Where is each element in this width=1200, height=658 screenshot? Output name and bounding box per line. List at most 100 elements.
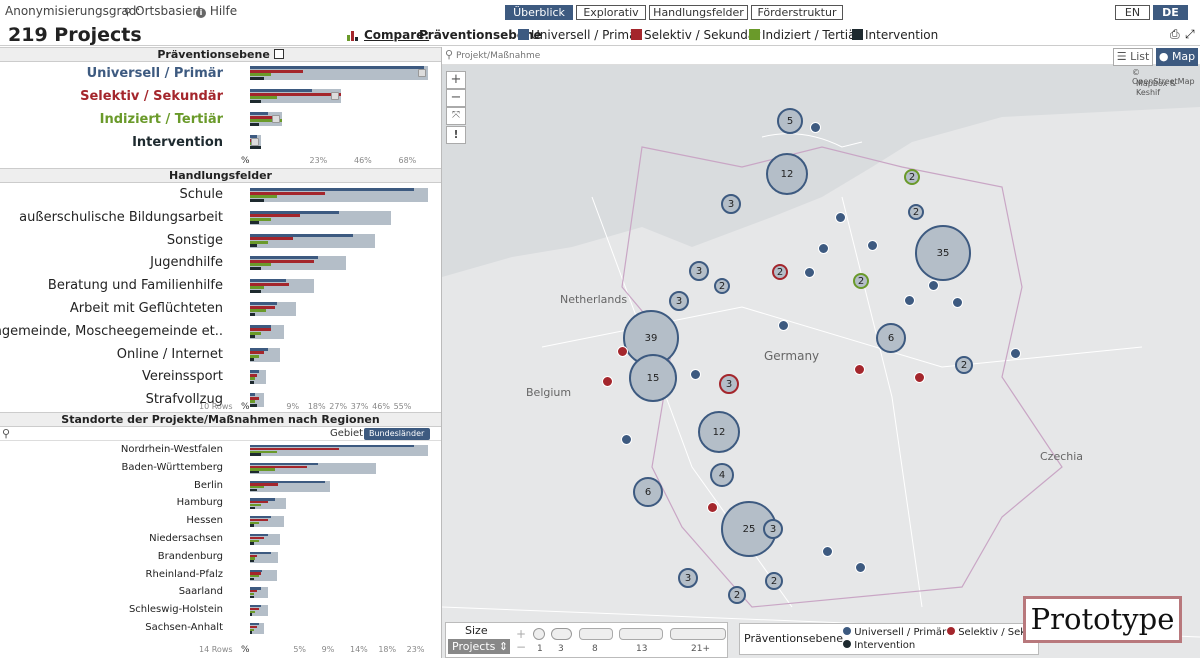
map-marker[interactable] — [690, 369, 701, 380]
standorte-bar-total[interactable] — [250, 516, 284, 528]
standorte-row-label[interactable]: Baden-Württemberg — [121, 461, 223, 473]
size-minus-icon[interactable]: − — [516, 640, 527, 654]
map-cluster[interactable]: 2 — [772, 264, 788, 280]
map-legend-selektiv[interactable]: Selektiv / Sekundär — [947, 627, 1038, 638]
gebiet-select[interactable]: Bundesländer ⇕ — [364, 428, 430, 450]
map-cluster[interactable]: 15 — [629, 354, 677, 402]
zoom-out-button[interactable]: − — [446, 89, 466, 107]
map-cluster[interactable]: 2 — [908, 204, 924, 220]
zoom-in-button[interactable]: + — [446, 71, 466, 89]
map-legend-intervention[interactable]: Intervention — [843, 640, 915, 651]
print-icon[interactable]: ⎙ — [1170, 27, 1180, 41]
map-cluster[interactable]: 35 — [915, 225, 971, 281]
map-cluster[interactable]: 2 — [728, 586, 746, 604]
handlungsfelder-row-label[interactable]: Vereinssport — [142, 369, 223, 385]
standorte-bar-total[interactable] — [250, 534, 281, 545]
standorte-row-label[interactable]: Hessen — [186, 515, 223, 527]
praeventionsebene-row-label[interactable]: Universell / Primär — [86, 66, 223, 81]
map-marker[interactable] — [621, 434, 632, 445]
map-marker[interactable] — [835, 212, 846, 223]
standorte-bar-total[interactable] — [250, 623, 265, 634]
legend-indiziert[interactable]: Indiziert / Tertiär — [749, 28, 860, 42]
map-marker[interactable] — [804, 267, 815, 278]
map-cluster[interactable]: 2 — [955, 356, 973, 374]
map-alert-button[interactable]: ! — [446, 126, 466, 144]
handlungsfelder-row-label[interactable]: Kirchengemeinde, Moscheegemeinde et.. — [0, 323, 223, 339]
standorte-row-label[interactable]: Berlin — [193, 479, 223, 491]
list-view-button[interactable]: ☰ List — [1113, 48, 1153, 66]
lock-icon[interactable] — [418, 69, 426, 77]
map-credit-osm[interactable]: © OpenStreetMap — [1132, 68, 1195, 86]
standorte-row-label[interactable]: Rheinland-Pfalz — [145, 568, 223, 580]
fullscreen-icon[interactable]: ⤢ — [1185, 27, 1195, 41]
praeventionsebene-row-label[interactable]: Indiziert / Tertiär — [99, 112, 223, 127]
map-cluster[interactable]: 4 — [710, 463, 734, 487]
map-cluster[interactable]: 2 — [904, 169, 920, 185]
ortsbasiert-link[interactable]: ⚲ Ortsbasiert — [124, 4, 202, 18]
map-cluster[interactable]: 3 — [669, 291, 689, 311]
standorte-bar-total[interactable] — [250, 605, 268, 617]
map-view-button[interactable]: ● Map — [1156, 48, 1198, 66]
size-plus-icon[interactable]: + — [516, 627, 527, 641]
lock-icon[interactable] — [272, 115, 281, 123]
map-cluster[interactable]: 3 — [689, 261, 709, 281]
lock-icon[interactable] — [250, 138, 259, 146]
size-metric-select[interactable]: Projects ⇕ — [448, 639, 510, 654]
tab-ueberblick[interactable]: Überblick — [505, 5, 573, 20]
lock-icon[interactable] — [330, 92, 339, 100]
standorte-row-label[interactable]: Schleswig-Holstein — [128, 604, 223, 616]
standorte-row-label[interactable]: Niedersachsen — [149, 533, 223, 544]
map-marker[interactable] — [818, 243, 829, 254]
praeventionsebene-row-label[interactable]: Intervention — [132, 135, 223, 150]
zoom-fit-button[interactable]: ⤧ — [446, 107, 466, 125]
compare-label[interactable]: Compare: — [364, 28, 430, 42]
map-cluster[interactable]: 3 — [678, 568, 698, 588]
lock-icon[interactable] — [273, 49, 284, 59]
map-legend-universell[interactable]: Universell / Primär — [843, 627, 946, 638]
lang-de-button[interactable]: DE — [1153, 5, 1188, 20]
map-cluster[interactable]: 3 — [719, 374, 739, 394]
standorte-bar-total[interactable] — [250, 569, 277, 581]
map-cluster[interactable]: 2 — [765, 572, 783, 590]
standorte-row-label[interactable]: Nordrhein-Westfalen — [120, 444, 223, 455]
map-cluster[interactable]: 2 — [714, 278, 730, 294]
map-cluster[interactable]: 5 — [777, 108, 803, 134]
map-marker[interactable] — [952, 297, 963, 308]
map-marker[interactable] — [904, 295, 915, 306]
map-cluster[interactable]: 6 — [876, 323, 906, 353]
standorte-row-label[interactable]: Hamburg — [176, 497, 223, 509]
legend-intervention[interactable]: Intervention — [852, 28, 938, 42]
map-marker-selektiv[interactable] — [914, 372, 925, 383]
legend-selektiv[interactable]: Selektiv / Sekundär — [631, 28, 760, 42]
praeventionsebene-row-label[interactable]: Selektiv / Sekundär — [80, 89, 223, 104]
map-marker[interactable] — [822, 546, 833, 557]
standorte-row-label[interactable]: Sachsen-Anhalt — [145, 622, 223, 633]
handlungsfelder-row-label[interactable]: Strafvollzug — [145, 392, 223, 408]
tab-handlungsfelder[interactable]: Handlungsfelder — [649, 5, 748, 20]
hilfe-link[interactable]: i Hilfe — [196, 4, 237, 18]
standorte-bar-total[interactable] — [250, 498, 286, 510]
map-search-input[interactable] — [456, 49, 656, 63]
map-marker-selektiv[interactable] — [854, 364, 865, 375]
handlungsfelder-row-label[interactable]: außerschulische Bildungsarbeit — [19, 209, 223, 225]
map-cluster[interactable]: 6 — [633, 477, 663, 507]
handlungsfelder-row-label[interactable]: Sonstige — [166, 232, 223, 248]
standorte-bar-total[interactable] — [250, 551, 279, 563]
map-marker-selektiv[interactable] — [602, 376, 613, 387]
map-cluster[interactable]: 2 — [853, 273, 869, 289]
map-marker[interactable] — [855, 562, 866, 573]
standorte-bar-total[interactable] — [250, 445, 428, 456]
handlungsfelder-row-label[interactable]: Online / Internet — [116, 346, 223, 362]
standorte-bar-total[interactable] — [250, 462, 377, 474]
tab-foerderstruktur[interactable]: Förderstruktur — [751, 5, 843, 20]
tab-explorativ[interactable]: Explorativ — [576, 5, 646, 20]
map-cluster[interactable]: 3 — [763, 519, 783, 539]
standorte-bar-total[interactable] — [250, 587, 268, 599]
handlungsfelder-row-label[interactable]: Schule — [179, 187, 224, 202]
standorte-bar-total[interactable] — [250, 480, 331, 492]
legend-universell[interactable]: Universell / Primär — [518, 28, 641, 42]
handlungsfelder-row-label[interactable]: Jugendhilfe — [150, 255, 223, 271]
map-marker[interactable] — [810, 122, 821, 133]
lang-en-button[interactable]: EN — [1115, 5, 1150, 20]
handlungsfelder-row-label[interactable]: Arbeit mit Geflüchteten — [69, 301, 223, 316]
